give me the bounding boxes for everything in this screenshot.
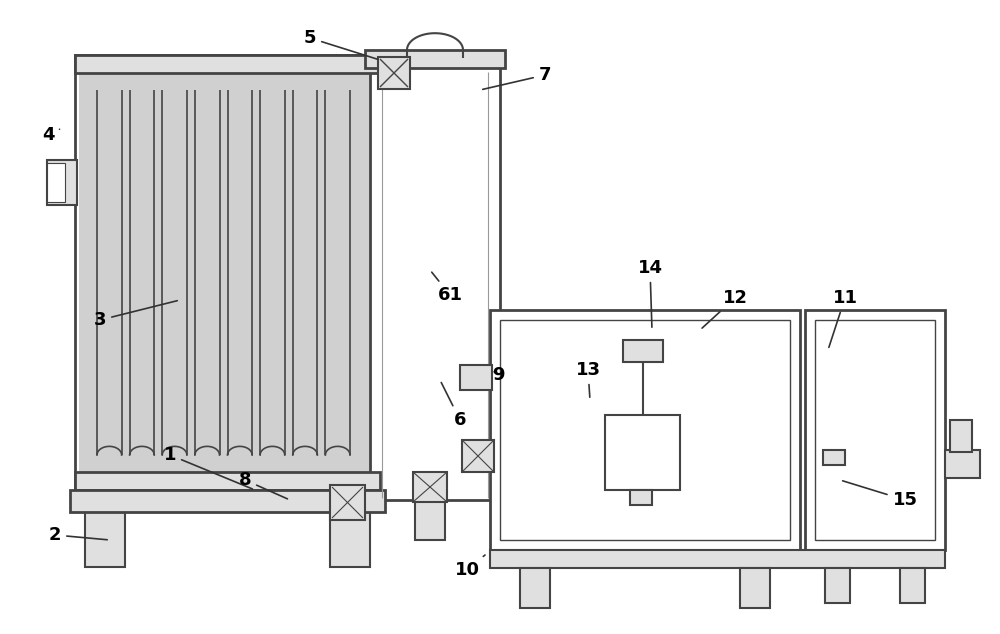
Bar <box>47 160 77 205</box>
Bar <box>805 310 945 550</box>
Bar <box>950 420 972 452</box>
Bar <box>815 320 935 540</box>
Bar <box>622 340 662 362</box>
Bar <box>75 55 380 73</box>
Bar <box>520 568 550 608</box>
Bar <box>490 550 945 568</box>
Text: 7: 7 <box>483 66 551 89</box>
Bar <box>605 415 680 490</box>
Text: 1: 1 <box>164 446 252 489</box>
Text: 2: 2 <box>49 526 107 544</box>
Text: 5: 5 <box>304 29 377 59</box>
Bar <box>79 59 376 486</box>
Bar <box>370 60 500 500</box>
Bar <box>490 310 800 550</box>
Bar <box>825 568 850 603</box>
Bar <box>75 472 380 490</box>
Bar <box>500 320 790 540</box>
Text: 11: 11 <box>829 289 858 347</box>
Bar <box>85 512 125 567</box>
Bar <box>740 568 770 608</box>
Bar <box>630 490 652 505</box>
Bar <box>460 365 492 390</box>
Bar <box>900 568 925 603</box>
Bar <box>945 450 980 478</box>
Bar <box>330 485 365 520</box>
Bar <box>378 57 410 89</box>
Bar <box>75 55 380 490</box>
Bar <box>462 440 494 472</box>
Bar <box>413 472 447 502</box>
Text: 12: 12 <box>702 289 748 328</box>
Text: 10: 10 <box>454 555 485 579</box>
Bar <box>70 490 385 512</box>
Text: 9: 9 <box>492 366 504 384</box>
Text: 6: 6 <box>441 382 466 429</box>
Text: 15: 15 <box>843 481 918 509</box>
Bar <box>823 450 845 465</box>
Text: 3: 3 <box>94 301 177 329</box>
Bar <box>330 512 370 567</box>
Text: 61: 61 <box>432 272 462 304</box>
Text: 8: 8 <box>239 471 287 499</box>
Text: 4: 4 <box>42 126 60 144</box>
Text: 13: 13 <box>576 361 600 398</box>
Bar <box>47 163 65 202</box>
Bar <box>415 500 445 540</box>
Text: 14: 14 <box>638 259 662 327</box>
Bar <box>365 50 505 68</box>
